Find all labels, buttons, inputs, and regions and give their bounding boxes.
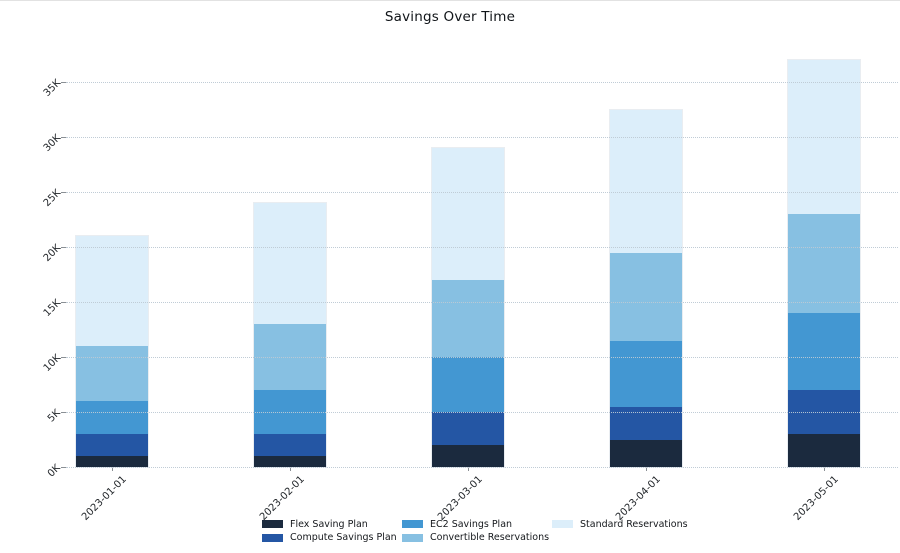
legend-swatch-icon bbox=[402, 533, 423, 542]
y-tick-mark bbox=[61, 192, 66, 193]
bar-segment-2023-04-01-standard-reservations bbox=[610, 109, 682, 253]
gridline-0k bbox=[66, 467, 898, 468]
y-tick-label-25k: 25K bbox=[41, 187, 63, 210]
legend-swatch-icon bbox=[262, 520, 283, 528]
y-tick-label-5k: 5K bbox=[45, 407, 63, 425]
legend-label: Flex Saving Plan bbox=[290, 518, 368, 530]
bar-segment-2023-01-01-ec2-savings-plan bbox=[76, 401, 148, 434]
legend-item-convertible-reservations: Convertible Reservations bbox=[402, 532, 549, 544]
y-tick-label-20k: 20K bbox=[41, 242, 63, 265]
x-tick-mark bbox=[646, 467, 647, 471]
bar-segment-2023-01-01-compute-savings-plan bbox=[76, 434, 148, 456]
legend-swatch-icon bbox=[552, 520, 573, 528]
y-tick-mark bbox=[61, 357, 66, 358]
x-tick-label-2023-05-01: 2023-05-01 bbox=[791, 474, 841, 523]
x-tick-label-2023-01-01: 2023-01-01 bbox=[79, 474, 129, 523]
y-tick-mark bbox=[61, 302, 66, 303]
legend-label: Standard Reservations bbox=[580, 518, 688, 530]
x-tick-mark bbox=[468, 467, 469, 471]
y-tick-label-30k: 30K bbox=[41, 132, 63, 155]
bar-segment-2023-03-01-ec2-savings-plan bbox=[432, 357, 504, 412]
bar-segment-2023-02-01-flex-saving-plan bbox=[254, 456, 326, 467]
legend-item-compute-savings-plan: Compute Savings Plan bbox=[262, 532, 397, 544]
bar-segment-2023-03-01-standard-reservations bbox=[432, 148, 504, 280]
y-tick-mark bbox=[61, 82, 66, 83]
bar-segment-2023-01-01-standard-reservations bbox=[76, 236, 148, 346]
bar-2023-01-01 bbox=[75, 235, 149, 468]
bar-2023-02-01 bbox=[253, 202, 327, 468]
x-tick-label-2023-02-01: 2023-02-01 bbox=[257, 474, 307, 523]
bar-segment-2023-01-01-flex-saving-plan bbox=[76, 456, 148, 467]
bar-segment-2023-05-01-flex-saving-plan bbox=[788, 434, 860, 467]
legend-item-flex-saving-plan: Flex Saving Plan bbox=[262, 518, 368, 530]
x-tick-label-2023-04-01: 2023-04-01 bbox=[613, 474, 663, 523]
x-tick-mark bbox=[824, 467, 825, 471]
y-tick-mark bbox=[61, 247, 66, 248]
bar-segment-2023-02-01-compute-savings-plan bbox=[254, 434, 326, 456]
legend-label: Convertible Reservations bbox=[430, 532, 550, 543]
chart-title: Savings Over Time bbox=[384, 9, 516, 25]
y-tick-label-10k: 10K bbox=[41, 352, 63, 375]
bar-segment-2023-04-01-ec2-savings-plan bbox=[610, 340, 682, 407]
bar-segment-2023-02-01-standard-reservations bbox=[254, 203, 326, 324]
y-tick-mark bbox=[61, 467, 66, 468]
legend-swatch-icon bbox=[402, 520, 423, 528]
bar-2023-03-01 bbox=[431, 147, 505, 468]
bar-segment-2023-03-01-convertible-reservations bbox=[432, 280, 504, 357]
bar-segment-2023-05-01-compute-savings-plan bbox=[788, 390, 860, 434]
bar-segment-2023-05-01-ec2-savings-plan bbox=[788, 313, 860, 390]
legend-item-standard-reservations: Standard Reservations bbox=[552, 518, 688, 530]
legend-label: Compute Savings Plan bbox=[290, 532, 397, 543]
legend-item-ec2-savings-plan: EC2 Savings Plan bbox=[402, 518, 512, 530]
bar-segment-2023-01-01-convertible-reservations bbox=[76, 346, 148, 401]
x-tick-mark bbox=[112, 467, 113, 471]
y-tick-label-35k: 35K bbox=[41, 77, 63, 100]
x-tick-mark bbox=[290, 467, 291, 471]
bar-segment-2023-03-01-compute-savings-plan bbox=[432, 412, 504, 445]
bar-segment-2023-02-01-convertible-reservations bbox=[254, 324, 326, 390]
bar-segment-2023-05-01-convertible-reservations bbox=[788, 214, 860, 313]
gridline-35k bbox=[66, 82, 898, 83]
bar-2023-05-01 bbox=[787, 59, 861, 468]
bar-segment-2023-04-01-flex-saving-plan bbox=[610, 439, 682, 467]
bar-segment-2023-02-01-ec2-savings-plan bbox=[254, 390, 326, 434]
y-tick-label-15k: 15K bbox=[41, 297, 63, 320]
legend-label: EC2 Savings Plan bbox=[430, 518, 513, 530]
bar-segment-2023-04-01-compute-savings-plan bbox=[610, 406, 682, 440]
y-tick-label-0k: 0K bbox=[45, 462, 63, 480]
gridline-30k bbox=[66, 137, 898, 138]
bar-segment-2023-04-01-convertible-reservations bbox=[610, 252, 682, 341]
bar-segment-2023-03-01-flex-saving-plan bbox=[432, 445, 504, 467]
bar-segment-2023-05-01-standard-reservations bbox=[788, 60, 860, 214]
y-tick-mark bbox=[61, 137, 66, 138]
bar-2023-04-01 bbox=[609, 108, 683, 468]
y-tick-mark bbox=[61, 412, 66, 413]
x-tick-label-2023-03-01: 2023-03-01 bbox=[435, 474, 485, 523]
legend-swatch-icon bbox=[262, 533, 283, 542]
